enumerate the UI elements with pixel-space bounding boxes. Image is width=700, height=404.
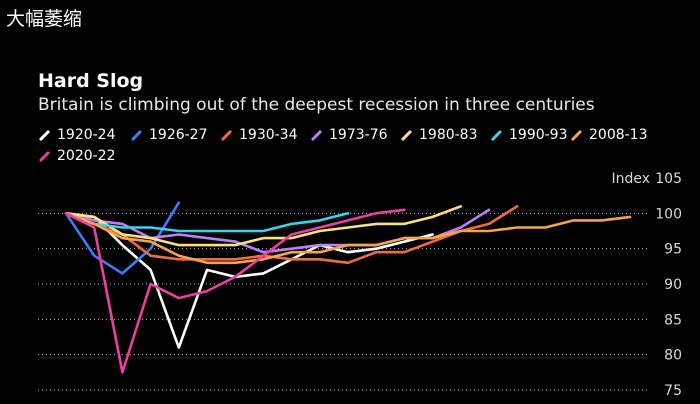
legend-item: 1930-34 [220, 127, 298, 143]
legend-label: 1920-24 [57, 127, 116, 143]
legend-label: 1973-76 [329, 127, 388, 143]
legend-item: 1920-24 [38, 127, 116, 143]
chart-subtitle: Britain is climbing out of the deepest r… [38, 95, 595, 115]
legend-label: 2008-13 [589, 127, 648, 143]
y-tick-label: 95 [664, 242, 682, 258]
legend-label: 1926-27 [149, 127, 208, 143]
legend-label: 1980-83 [419, 127, 478, 143]
legend-label: 1990-93 [509, 127, 568, 143]
legend-item: 1973-76 [310, 127, 388, 143]
series-line-2008-13 [64, 212, 632, 265]
legend-item: 2020-22 [38, 148, 116, 164]
y-axis-unit-label: Index [611, 171, 650, 187]
legend-item: 1990-93 [490, 127, 568, 143]
y-tick-label: 105 [655, 171, 682, 187]
y-tick-label: 100 [655, 206, 682, 222]
series-line-1926-27 [64, 201, 181, 275]
series-line-1920-24 [64, 212, 434, 349]
y-tick-label: 80 [664, 348, 682, 364]
series-line-1990-93 [64, 212, 350, 233]
y-tick-label: 85 [664, 312, 682, 328]
series-line-1980-83 [64, 205, 463, 247]
legend-item: 1980-83 [400, 127, 478, 143]
legend-item: 2008-13 [570, 127, 648, 143]
legend-label: 1930-34 [239, 127, 298, 143]
y-tick-label: 90 [664, 277, 682, 293]
page-caption: 大幅萎缩 [6, 8, 83, 30]
series-line-1930-34 [64, 205, 519, 265]
legend-item: 1926-27 [130, 127, 208, 143]
series-line-2020-22 [64, 208, 406, 374]
legend-label: 2020-22 [57, 148, 116, 164]
chart-title: Hard Slog [38, 70, 144, 92]
y-tick-label: 75 [664, 383, 682, 399]
